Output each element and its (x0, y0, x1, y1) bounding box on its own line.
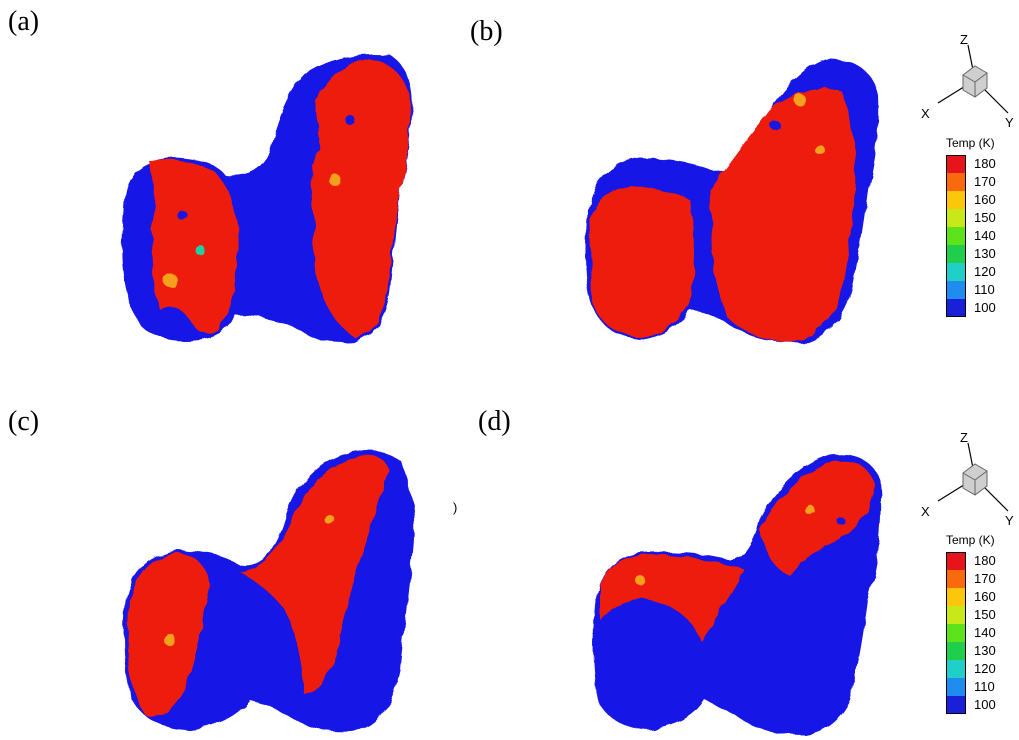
legend-swatch-top (946, 263, 966, 281)
axis-triad-bottom: Z X Y (921, 430, 1014, 528)
legend-swatch-top (946, 245, 966, 263)
legend-swatch-bottom (946, 552, 966, 570)
panel-label-d: (d) (478, 406, 511, 437)
legend-swatch-top (946, 299, 966, 317)
comet-panel-b (585, 58, 879, 343)
legend-tick-top: 170 (974, 174, 996, 189)
comet-panel-c (123, 450, 415, 732)
legend-border-bottom (946, 552, 966, 714)
axis-triad-top: Z X Y (921, 32, 1014, 130)
axis-z-label-top: Z (960, 32, 968, 47)
legend-tick-top: 140 (974, 228, 996, 243)
stray-mark: ) (453, 500, 458, 515)
legend-tick-top: 100 (974, 300, 996, 315)
legend-border-top (946, 155, 966, 317)
legend-swatch-top (946, 209, 966, 227)
legend-tick-bottom: 140 (974, 625, 996, 640)
legend-tick-bottom: 120 (974, 661, 996, 676)
panel-label-c: (c) (8, 406, 40, 437)
legend-tick-bottom: 100 (974, 697, 996, 712)
legend-swatch-bottom (946, 570, 966, 588)
legend-tick-bottom: 130 (974, 643, 996, 658)
legend-tick-bottom: 170 (974, 571, 996, 586)
legend-swatch-top (946, 227, 966, 245)
legend-swatch-bottom (946, 678, 966, 696)
legend-swatch-bottom (946, 642, 966, 660)
axis-y-label-top: Y (1005, 115, 1014, 130)
legend-swatch-top (946, 281, 966, 299)
legend-swatch-top (946, 173, 966, 191)
legend-tick-bottom: 150 (974, 607, 996, 622)
axis-y-label-bottom: Y (1005, 513, 1014, 528)
legend-tick-top: 130 (974, 246, 996, 261)
legend-swatch-top (946, 191, 966, 209)
legend-tick-top: 150 (974, 210, 996, 225)
legend-swatch-top (946, 155, 966, 173)
comet-panel-a (121, 54, 413, 343)
legend-swatch-bottom (946, 606, 966, 624)
legend-tick-bottom: 110 (974, 679, 995, 694)
legend-swatch-bottom (946, 624, 966, 642)
axis-z-label-bottom: Z (960, 430, 968, 445)
legend-tick-top: 160 (974, 192, 996, 207)
legend-title-bottom: Temp (K) (946, 533, 995, 547)
axis-x-label-top: X (921, 106, 930, 121)
legend-tick-top: 120 (974, 264, 996, 279)
panel-label-a: (a) (8, 6, 40, 37)
axis-x-label-bottom: X (921, 504, 930, 519)
legend-swatch-bottom (946, 696, 966, 714)
legend-tick-bottom: 160 (974, 589, 996, 604)
legend-title-top: Temp (K) (946, 136, 995, 150)
legend-swatch-bottom (946, 660, 966, 678)
legend-tick-top: 110 (974, 282, 995, 297)
comet-panel-d (593, 454, 882, 735)
panel-label-b: (b) (470, 16, 503, 47)
legend-tick-bottom: 180 (974, 553, 996, 568)
legend-swatch-bottom (946, 588, 966, 606)
legend-tick-top: 180 (974, 156, 996, 171)
